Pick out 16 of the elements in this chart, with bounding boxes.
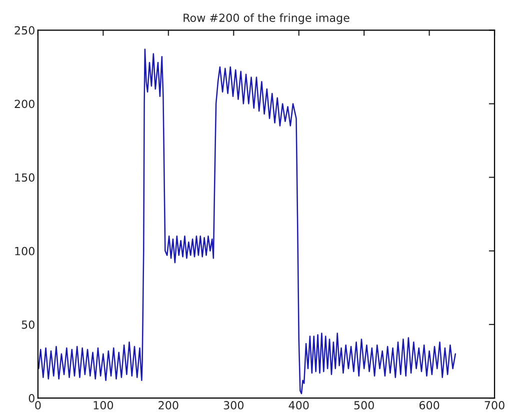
x-tick-label: 100	[94, 401, 114, 410]
line-series	[38, 48, 456, 394]
x-tick-label: 500	[354, 401, 374, 410]
x-tick-label: 200	[158, 401, 178, 410]
x-tick-label: 400	[288, 401, 309, 410]
x-tick-label: 300	[224, 401, 244, 410]
chart-title: Row #200 of the fringe image	[184, 13, 350, 24]
x-tick-label: 700	[484, 401, 504, 410]
y-tick-label: 250	[14, 26, 34, 35]
y-tick-label: 100	[15, 246, 34, 256]
y-tick-label: 150	[15, 173, 34, 182]
x-tick-label: 0	[35, 401, 41, 410]
x-tick-label: 600	[419, 401, 440, 410]
y-tick-label: 200	[14, 100, 34, 108]
y-tick-label: 50	[22, 320, 34, 329]
y-tick-label: 0	[28, 394, 34, 402]
